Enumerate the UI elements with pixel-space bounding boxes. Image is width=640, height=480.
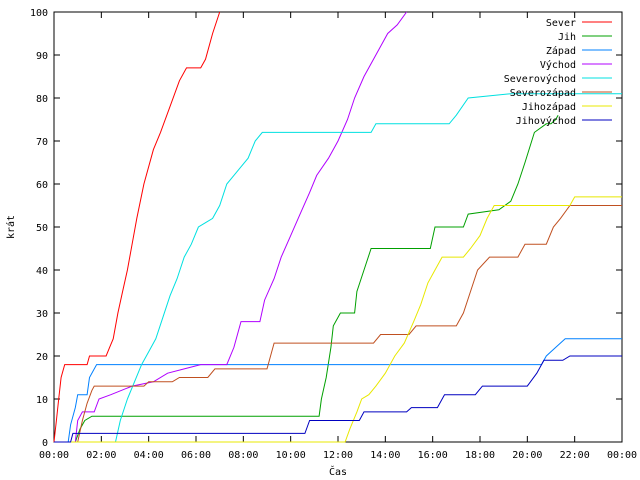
legend-label: Západ xyxy=(546,45,576,57)
series-line-1 xyxy=(53,11,221,443)
x-tick-label: 22:00 xyxy=(560,450,590,461)
series-line-2 xyxy=(54,114,559,443)
legend-label: Jihozápad xyxy=(522,101,576,113)
legend-label: Jihovýchod xyxy=(516,115,576,127)
series-line-4 xyxy=(54,11,408,443)
x-tick-label: 12:00 xyxy=(323,450,353,461)
series-line-5 xyxy=(54,93,622,443)
y-tick-label: 20 xyxy=(36,352,48,363)
x-tick-label: 20:00 xyxy=(512,450,542,461)
x-tick-label: 10:00 xyxy=(276,450,306,461)
x-tick-label: 00:00 xyxy=(39,450,69,461)
legend-label: Východ xyxy=(540,59,576,71)
legend-label: Severovýchod xyxy=(504,73,576,85)
series-line-8 xyxy=(54,355,622,443)
y-tick-label: 50 xyxy=(36,223,48,234)
x-tick-label: 08:00 xyxy=(228,450,258,461)
legend-label: Sever xyxy=(546,18,576,29)
series-layer xyxy=(53,11,622,443)
legend-label: Jih xyxy=(558,32,576,43)
y-tick-label: 0 xyxy=(42,438,48,449)
y-tick-label: 60 xyxy=(36,180,48,191)
legend-label: Severozápad xyxy=(510,87,576,99)
y-tick-label: 30 xyxy=(36,309,48,320)
y-tick-label: 40 xyxy=(36,266,48,277)
x-axis-label: Čas xyxy=(329,465,347,478)
y-axis-label: krát xyxy=(5,215,17,239)
series-line-7 xyxy=(54,196,622,443)
x-tick-label: 14:00 xyxy=(370,450,400,461)
y-tick-label: 90 xyxy=(36,51,48,62)
x-axis: 00:00 02:00 04:00 06:00 08:00 10:00 12:00 14:00… xyxy=(39,12,637,461)
x-tick-label: 18:00 xyxy=(465,450,495,461)
x-tick-label: 02:00 xyxy=(86,450,116,461)
y-tick-label: 80 xyxy=(36,94,48,105)
x-tick-label: 04:00 xyxy=(134,450,164,461)
x-tick-label: 06:00 xyxy=(181,450,211,461)
legend: Sever Jih Západ Východ Severovýchod Severozáp… xyxy=(504,18,612,127)
x-tick-label: 00:00 xyxy=(607,450,637,461)
series-line-6 xyxy=(54,205,622,443)
series-line-3 xyxy=(54,338,622,443)
y-tick-label: 100 xyxy=(30,8,48,19)
x-tick-label: 16:00 xyxy=(418,450,448,461)
y-tick-label: 70 xyxy=(36,137,48,148)
y-tick-label: 10 xyxy=(36,395,48,406)
